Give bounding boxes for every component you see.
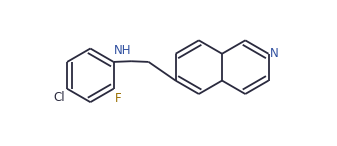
Text: N: N [270,47,279,60]
Text: NH: NH [114,44,131,57]
Text: F: F [115,92,121,105]
Text: Cl: Cl [54,91,65,104]
